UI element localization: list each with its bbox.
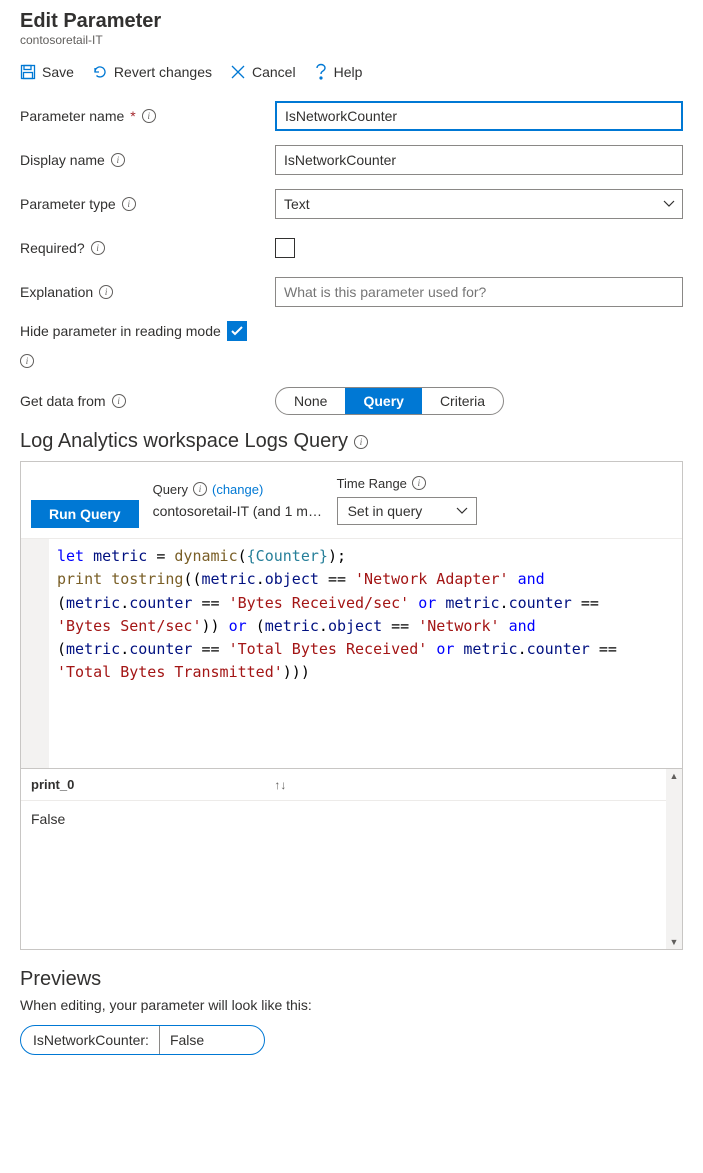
- chevron-down-icon: [456, 507, 468, 515]
- info-icon[interactable]: [122, 197, 136, 211]
- pill-query[interactable]: Query: [345, 388, 421, 414]
- info-icon[interactable]: [193, 482, 207, 496]
- info-icon[interactable]: [20, 354, 34, 368]
- toolbar: Save Revert changes Cancel Help: [20, 63, 683, 81]
- param-type-label: Parameter type: [20, 196, 275, 212]
- revert-label: Revert changes: [114, 64, 212, 80]
- preview-param-value: False: [159, 1026, 264, 1054]
- save-button[interactable]: Save: [20, 64, 74, 80]
- param-name-input[interactable]: [275, 101, 683, 131]
- help-button[interactable]: Help: [314, 63, 363, 81]
- required-asterisk: *: [130, 108, 135, 124]
- info-icon[interactable]: [412, 476, 426, 490]
- revert-button[interactable]: Revert changes: [92, 64, 212, 80]
- cancel-button[interactable]: Cancel: [230, 64, 296, 80]
- info-icon[interactable]: [112, 394, 126, 408]
- previews-title: Previews: [20, 968, 683, 991]
- time-range-select[interactable]: Set in query: [337, 497, 477, 525]
- info-icon[interactable]: [99, 285, 113, 299]
- result-column-header[interactable]: print_0: [31, 777, 74, 792]
- help-icon: [314, 63, 328, 81]
- get-data-pill-group: None Query Criteria: [275, 387, 504, 415]
- revert-icon: [92, 64, 108, 80]
- page-subtitle: contosoretail-IT: [20, 33, 683, 47]
- info-icon[interactable]: [91, 241, 105, 255]
- param-type-select[interactable]: Text: [275, 189, 683, 219]
- scrollbar[interactable]: ▲ ▼: [666, 769, 682, 949]
- info-icon[interactable]: [142, 109, 156, 123]
- param-name-label: Parameter name *: [20, 108, 275, 124]
- preview-param-name: IsNetworkCounter:: [21, 1032, 159, 1048]
- page-title: Edit Parameter: [20, 10, 683, 33]
- hide-param-checkbox[interactable]: [227, 321, 247, 341]
- required-label: Required?: [20, 240, 275, 256]
- query-section-title: Log Analytics workspace Logs Query: [20, 430, 683, 453]
- previews-description: When editing, your parameter will look l…: [20, 997, 683, 1013]
- change-scope-link[interactable]: (change): [212, 482, 263, 497]
- editor-gutter: [21, 539, 49, 768]
- info-icon[interactable]: [354, 435, 368, 449]
- pill-criteria[interactable]: Criteria: [422, 388, 503, 414]
- query-box: Run Query Query (change) contosoretail-I…: [20, 461, 683, 950]
- pill-none[interactable]: None: [276, 388, 345, 414]
- display-name-input[interactable]: [275, 145, 683, 175]
- get-data-label: Get data from: [20, 393, 275, 409]
- query-scope-label: Query (change): [153, 482, 323, 497]
- query-scope-value: contosoretail-IT (and 1 mor...: [153, 503, 323, 519]
- cancel-label: Cancel: [252, 64, 296, 80]
- hide-param-label: Hide parameter in reading mode: [20, 321, 300, 368]
- info-icon[interactable]: [111, 153, 125, 167]
- sort-icon[interactable]: ↑↓: [274, 778, 286, 792]
- preview-parameter[interactable]: IsNetworkCounter: False: [20, 1025, 265, 1055]
- required-checkbox[interactable]: [275, 238, 295, 258]
- explanation-label: Explanation: [20, 284, 275, 300]
- scroll-up-icon[interactable]: ▲: [668, 769, 681, 783]
- cancel-icon: [230, 64, 246, 80]
- scroll-down-icon[interactable]: ▼: [668, 935, 681, 949]
- result-row: False: [21, 801, 682, 837]
- save-label: Save: [42, 64, 74, 80]
- help-label: Help: [334, 64, 363, 80]
- time-range-label: Time Range: [337, 476, 477, 491]
- explanation-input[interactable]: [275, 277, 683, 307]
- code-content: let metric = dynamic({Counter});print to…: [57, 545, 666, 685]
- results-table: print_0 ↑↓ False ▲ ▼: [21, 768, 682, 949]
- display-name-label: Display name: [20, 152, 275, 168]
- save-icon: [20, 64, 36, 80]
- query-editor[interactable]: let metric = dynamic({Counter});print to…: [21, 538, 682, 768]
- run-query-button[interactable]: Run Query: [31, 500, 139, 528]
